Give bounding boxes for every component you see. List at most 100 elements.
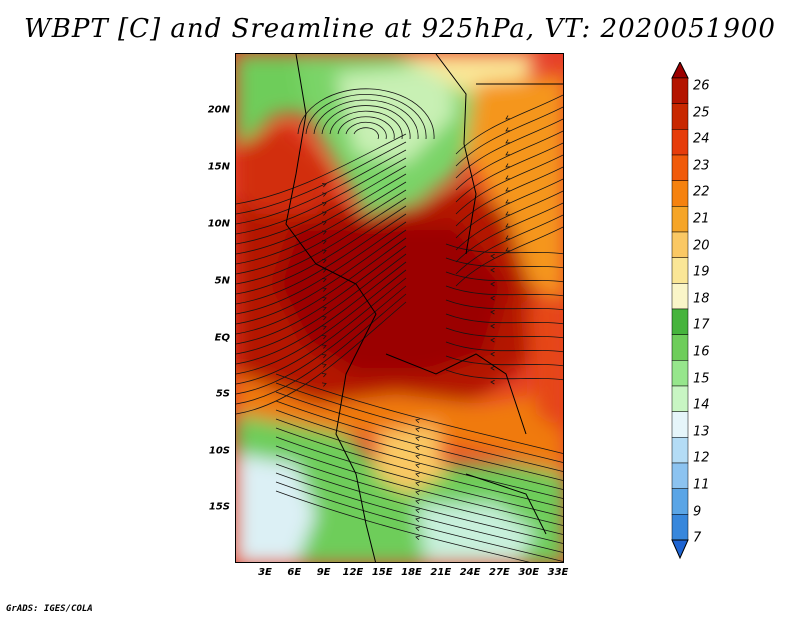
colorbar-swatch xyxy=(671,411,689,438)
streamline xyxy=(236,229,407,325)
streamline-arrow xyxy=(321,287,327,292)
streamline-arrow xyxy=(415,517,420,523)
streamline xyxy=(455,166,563,227)
lat-tick-label: 15S xyxy=(208,501,230,513)
colorbar-swatch xyxy=(671,462,689,489)
streamline xyxy=(305,94,427,140)
streamline xyxy=(275,382,563,463)
streamline xyxy=(275,400,563,481)
streamline xyxy=(275,463,563,544)
streamline xyxy=(353,127,379,140)
streamline-arrow xyxy=(505,163,511,168)
streamline xyxy=(236,245,407,345)
colorbar-label: 24 xyxy=(693,131,710,147)
streamline xyxy=(329,110,403,140)
colorbar-label: 9 xyxy=(693,504,702,520)
streamline-arrow xyxy=(490,309,495,315)
lat-tick-label: EQ xyxy=(214,332,230,344)
lon-tick-label: 3E xyxy=(258,567,272,578)
streamline-arrow xyxy=(505,247,511,252)
streamline xyxy=(445,299,563,311)
streamline xyxy=(236,253,407,355)
colorbar-swatch xyxy=(671,385,689,412)
streamline-arrow xyxy=(490,267,495,273)
streamline-arrow xyxy=(505,211,511,216)
map-area[interactable] xyxy=(235,53,564,563)
streamline xyxy=(236,285,407,395)
colorbar-label: 15 xyxy=(693,371,710,387)
streamline xyxy=(455,94,563,155)
streamline-arrow xyxy=(415,454,420,460)
streamline-arrow xyxy=(321,202,327,207)
colorbar-label: 18 xyxy=(693,291,710,307)
streamline-arrow xyxy=(321,344,327,349)
colorbar-swatch xyxy=(671,360,689,387)
streamline-arrow xyxy=(321,183,327,188)
streamline-arrow xyxy=(321,192,327,197)
colorbar-swatch xyxy=(671,154,689,181)
streamline xyxy=(445,327,563,339)
streamline-arrow xyxy=(321,363,327,368)
field-patches xyxy=(236,54,563,562)
streamline-arrow xyxy=(415,445,420,451)
streamlines xyxy=(236,88,563,562)
lat-tick-label: 10N xyxy=(207,218,230,230)
streamline-arrow xyxy=(490,253,495,259)
colorbar-label: 26 xyxy=(693,78,710,94)
streamline-arrow xyxy=(321,354,327,359)
streamline xyxy=(445,257,563,269)
colorbar-label: 20 xyxy=(693,238,710,254)
streamline xyxy=(445,313,563,325)
streamline-arrow xyxy=(415,463,420,469)
streamline xyxy=(275,391,563,472)
footer-credit: GrADS: IGES/COLA xyxy=(6,604,93,614)
streamline-arrow xyxy=(321,316,327,321)
streamline-arrow xyxy=(415,499,420,505)
streamline xyxy=(236,237,407,335)
lon-tick-label: 9E xyxy=(316,567,331,578)
streamline-arrow xyxy=(415,508,420,514)
streamline xyxy=(337,116,395,140)
colorbar-swatch xyxy=(671,103,689,130)
streamline-arrow xyxy=(505,187,511,192)
streamline xyxy=(236,205,407,295)
streamline-arrow xyxy=(415,481,420,487)
streamline xyxy=(236,197,407,285)
streamline-arrow xyxy=(415,535,420,541)
lon-tick-label: 33E xyxy=(547,567,569,578)
streamline xyxy=(445,285,563,297)
streamline xyxy=(313,99,419,140)
streamline-arrow xyxy=(505,199,511,204)
streamline xyxy=(236,133,407,205)
lon-tick-label: 18E xyxy=(401,567,422,578)
streamline xyxy=(236,261,407,365)
streamline-arrow xyxy=(505,139,511,144)
streamline-arrow xyxy=(490,323,495,329)
streamline-arrow xyxy=(321,373,327,378)
colorbar-label: 12 xyxy=(693,450,710,466)
colorbar-swatch xyxy=(671,129,689,156)
streamline xyxy=(275,445,563,526)
streamline xyxy=(236,141,407,215)
map-title: WBPT [C] and Sreamline at 925hPa, VT: 20… xyxy=(24,14,776,44)
streamline xyxy=(236,277,407,385)
streamline-arrow xyxy=(490,365,495,371)
streamline-arrow xyxy=(490,281,495,287)
streamline-arrow xyxy=(505,223,511,228)
lat-tick-label: 15N xyxy=(207,161,230,173)
streamline-arrow xyxy=(505,127,511,132)
lon-tick-label: 15E xyxy=(371,567,393,578)
streamline xyxy=(236,173,407,255)
lon-tick-label: 27E xyxy=(489,567,510,578)
streamline xyxy=(445,355,563,367)
streamline xyxy=(275,454,563,535)
streamline-arrow xyxy=(505,115,511,120)
streamline-arrow xyxy=(490,295,495,301)
streamline xyxy=(455,106,563,167)
streamline-arrow xyxy=(415,490,420,496)
streamline-arrow xyxy=(321,382,327,387)
streamline-arrow xyxy=(321,306,327,311)
colorbar-label: 14 xyxy=(693,397,710,413)
streamline xyxy=(236,165,407,245)
streamline xyxy=(345,121,387,140)
